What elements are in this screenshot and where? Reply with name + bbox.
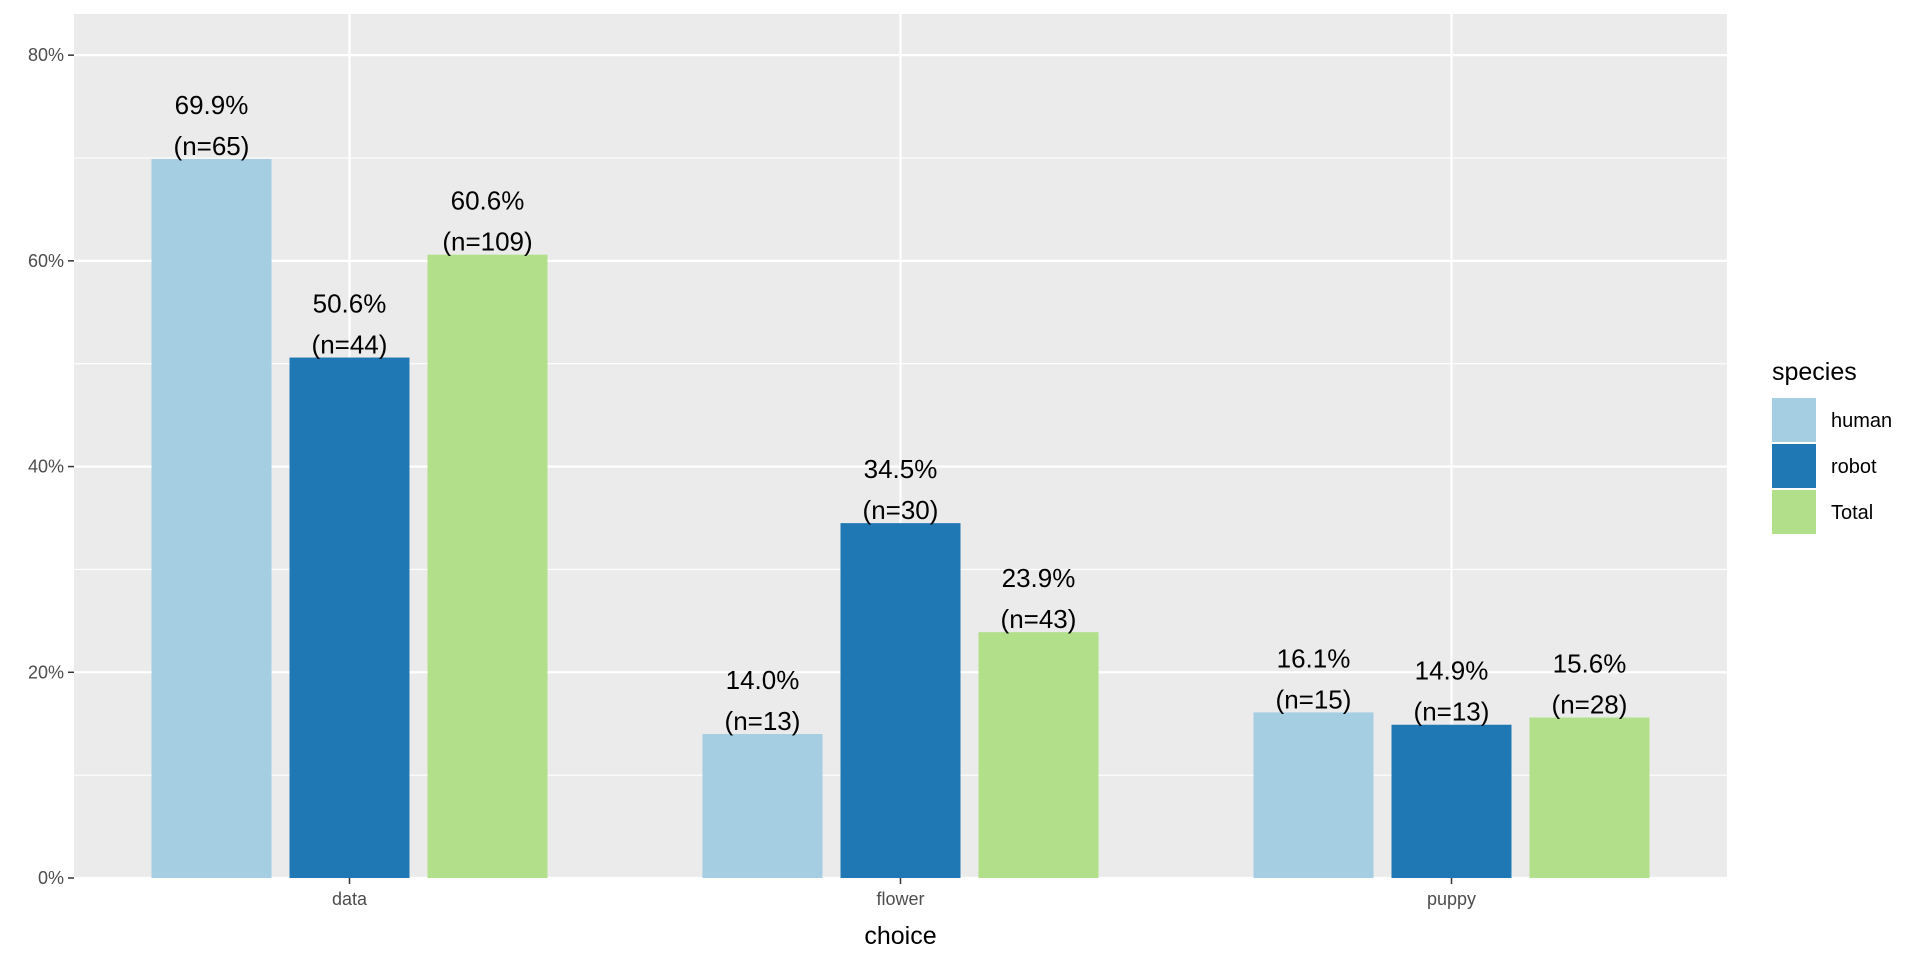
legend-key-robot bbox=[1772, 444, 1816, 488]
bar-robot-flower bbox=[840, 523, 961, 878]
data-label-percent: 15.6% bbox=[1553, 649, 1627, 679]
y-tick-label: 80% bbox=[28, 45, 64, 65]
data-label-count: (n=13) bbox=[725, 706, 801, 736]
data-label-count: (n=44) bbox=[312, 330, 388, 360]
y-axis: 0% 20% 40% 60% 80% bbox=[28, 45, 74, 888]
data-label-count: (n=65) bbox=[174, 131, 250, 161]
legend: species human robot Total bbox=[1772, 358, 1892, 534]
data-label-percent: 23.9% bbox=[1002, 563, 1076, 593]
data-label-count: (n=15) bbox=[1276, 684, 1352, 714]
bar-total-data bbox=[427, 254, 548, 878]
data-label-percent: 60.6% bbox=[451, 186, 525, 216]
y-tick-label: 60% bbox=[28, 251, 64, 271]
bar-robot-data bbox=[289, 357, 410, 878]
data-label-percent: 69.9% bbox=[175, 90, 249, 120]
data-label-percent: 50.6% bbox=[313, 289, 387, 319]
legend-key-human bbox=[1772, 398, 1816, 442]
data-labels: 69.9% (n=65) 14.0% (n=13) 16.1% (n=15) 50.6% (n… bbox=[174, 90, 1628, 736]
data-label-count: (n=109) bbox=[442, 227, 532, 257]
legend-label: Total bbox=[1831, 502, 1873, 524]
legend-label: human bbox=[1831, 410, 1892, 432]
y-tick-label: 0% bbox=[38, 868, 64, 888]
bar-human-puppy bbox=[1253, 712, 1374, 878]
legend-title: species bbox=[1772, 358, 1857, 386]
x-axis-title: choice bbox=[864, 922, 936, 950]
data-label-count: (n=43) bbox=[1001, 604, 1077, 634]
bar-total-puppy bbox=[1529, 717, 1650, 878]
x-tick-label: flower bbox=[876, 889, 924, 909]
legend-label: robot bbox=[1831, 456, 1877, 478]
data-label-count: (n=30) bbox=[863, 495, 939, 525]
bars bbox=[151, 159, 1650, 878]
legend-key-total bbox=[1772, 490, 1816, 534]
y-tick-label: 20% bbox=[28, 662, 64, 682]
data-label-percent: 14.0% bbox=[726, 665, 800, 695]
bar-total-flower bbox=[978, 632, 1099, 878]
bar-human-flower bbox=[702, 734, 823, 878]
y-tick-label: 40% bbox=[28, 457, 64, 477]
data-label-percent: 34.5% bbox=[864, 454, 938, 484]
x-axis: data flower puppy bbox=[332, 878, 1476, 909]
x-tick-label: puppy bbox=[1427, 889, 1476, 909]
bar-robot-puppy bbox=[1391, 724, 1512, 878]
x-tick-label: data bbox=[332, 889, 368, 909]
bar-human-data bbox=[151, 159, 272, 878]
data-label-count: (n=13) bbox=[1414, 697, 1490, 727]
data-label-percent: 16.1% bbox=[1277, 643, 1351, 673]
data-label-count: (n=28) bbox=[1552, 690, 1628, 720]
data-label-percent: 14.9% bbox=[1415, 656, 1489, 686]
